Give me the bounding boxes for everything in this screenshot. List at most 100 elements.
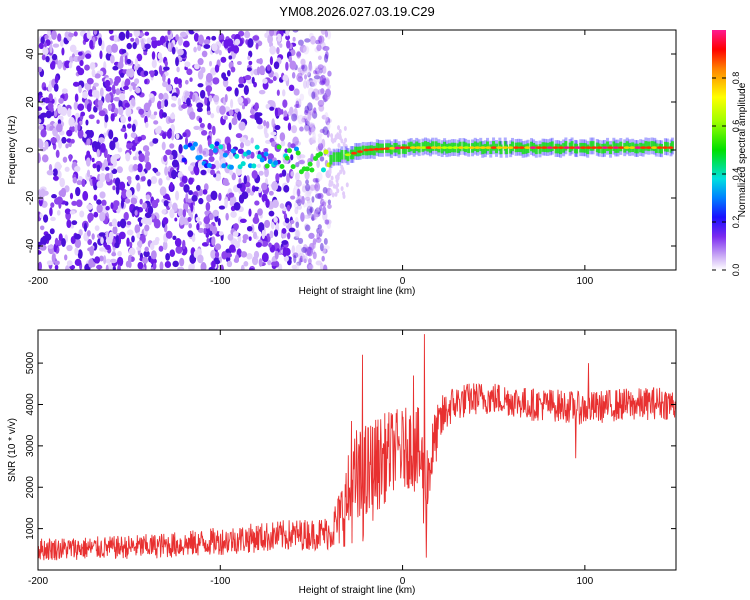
noise-speckle xyxy=(65,143,69,149)
noise-speckle xyxy=(340,138,344,144)
noise-speckle xyxy=(158,65,163,75)
noise-speckle xyxy=(273,216,278,223)
noise-speckle xyxy=(136,53,143,62)
signal-band-blob xyxy=(192,141,198,147)
noise-speckle xyxy=(239,218,247,223)
noise-speckle xyxy=(161,112,167,118)
signal-band-mid xyxy=(473,141,477,152)
noise-speckle xyxy=(94,225,100,232)
noise-speckle xyxy=(94,142,101,152)
signal-core xyxy=(607,146,614,150)
signal-core xyxy=(479,146,486,150)
noise-speckle xyxy=(101,199,107,207)
noise-speckle xyxy=(198,197,204,205)
noise-speckle xyxy=(272,76,277,82)
noise-speckle xyxy=(295,172,300,182)
noise-speckle xyxy=(232,231,239,237)
noise-speckle xyxy=(108,104,112,112)
signal-core xyxy=(645,146,652,150)
noise-speckle xyxy=(145,121,149,128)
noise-speckle xyxy=(108,30,114,35)
noise-speckle xyxy=(159,261,164,270)
noise-speckle xyxy=(150,36,157,41)
signal-core xyxy=(350,151,357,155)
noise-speckle xyxy=(48,163,53,172)
colorbar-tick-label: 0.8 xyxy=(731,72,741,85)
noise-speckle xyxy=(334,191,338,197)
noise-speckle xyxy=(301,246,308,254)
noise-speckle xyxy=(139,170,146,177)
noise-speckle xyxy=(209,60,213,67)
signal-band-mid xyxy=(499,144,503,155)
signal-core xyxy=(569,146,576,150)
noise-speckle xyxy=(117,147,123,153)
signal-core xyxy=(623,146,630,150)
signal-band-blob xyxy=(267,159,273,165)
noise-speckle xyxy=(335,174,339,180)
noise-speckle xyxy=(258,170,264,176)
signal-band-blob xyxy=(279,163,285,169)
noise-speckle xyxy=(54,75,59,84)
noise-speckle xyxy=(210,113,215,119)
noise-speckle xyxy=(134,224,141,234)
signal-band-mid xyxy=(538,144,542,154)
signal-band-mid xyxy=(609,144,613,155)
signal-core xyxy=(541,146,548,150)
noise-speckle xyxy=(199,122,205,129)
noise-speckle xyxy=(74,93,79,103)
noise-speckle xyxy=(118,31,126,41)
noise-speckle xyxy=(249,191,255,196)
snr-frame xyxy=(37,329,677,571)
noise-speckle xyxy=(226,86,232,92)
noise-speckle xyxy=(162,73,166,83)
snr-panel: -200 -100 0 100 1000 2000 3000 4000 5000 Height … xyxy=(7,329,677,596)
noise-speckle xyxy=(304,38,311,43)
signal-band-mid xyxy=(445,143,449,154)
noise-speckle xyxy=(76,199,83,208)
noise-speckle xyxy=(99,211,106,222)
noise-speckle xyxy=(118,231,126,240)
noise-speckle xyxy=(254,102,259,112)
noise-speckle xyxy=(112,65,119,71)
noise-speckle xyxy=(218,205,226,210)
noise-speckle xyxy=(126,220,132,226)
noise-speckle xyxy=(264,167,269,178)
noise-speckle xyxy=(136,136,143,142)
spectrogram-x-tick-label: 100 xyxy=(577,276,594,287)
noise-speckle xyxy=(283,255,289,262)
noise-speckle xyxy=(57,119,62,125)
noise-speckle xyxy=(238,76,245,85)
noise-speckle xyxy=(210,169,215,176)
signal-band-blob xyxy=(237,164,243,170)
noise-speckle xyxy=(224,93,228,103)
noise-speckle xyxy=(64,208,71,215)
noise-speckle xyxy=(105,44,113,55)
signal-band-mid xyxy=(346,151,350,162)
noise-speckle xyxy=(193,46,197,53)
noise-speckle xyxy=(214,259,221,265)
noise-speckle xyxy=(55,149,60,158)
noise-speckle xyxy=(177,171,183,178)
noise-speckle xyxy=(79,210,85,218)
noise-speckle xyxy=(188,223,192,229)
noise-speckle xyxy=(322,45,330,52)
noise-speckle xyxy=(111,168,118,175)
noise-speckle xyxy=(263,120,267,127)
noise-speckle xyxy=(246,225,253,232)
noise-speckle xyxy=(246,187,251,194)
signal-band-blob xyxy=(304,166,310,172)
noise-speckle xyxy=(96,164,101,172)
noise-speckle xyxy=(45,110,52,119)
noise-speckle xyxy=(69,192,74,200)
noise-speckle xyxy=(57,59,63,70)
noise-speckle xyxy=(292,187,296,198)
noise-speckle xyxy=(233,201,241,211)
noise-speckle xyxy=(191,194,198,202)
signal-band-mid xyxy=(589,141,593,151)
noise-speckle xyxy=(112,185,116,191)
noise-speckle xyxy=(203,216,211,225)
noise-speckle xyxy=(215,243,222,251)
signal-band-blob xyxy=(309,167,315,173)
noise-speckle xyxy=(316,159,320,169)
signal-core xyxy=(420,146,427,150)
